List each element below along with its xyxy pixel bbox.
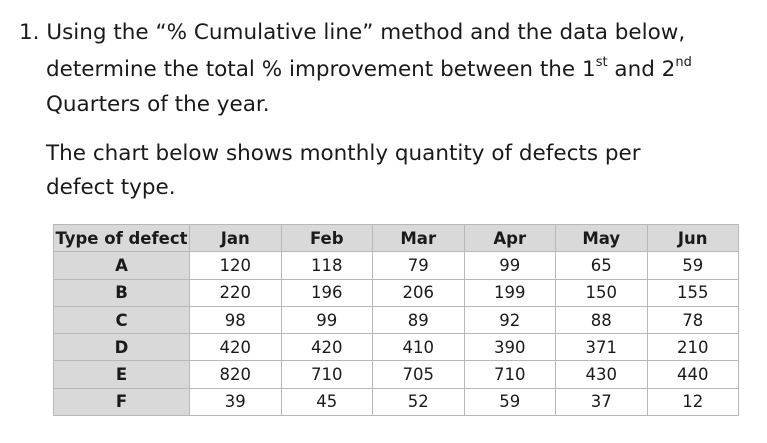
- question-line-4: The chart below shows monthly quantity o…: [46, 141, 641, 166]
- table-cell: 79: [372, 251, 465, 280]
- question-line-2-middle: and 2: [607, 57, 676, 82]
- row-type-label: D: [53, 333, 190, 362]
- row-type-label: F: [53, 387, 190, 417]
- table-cell: 59: [646, 251, 739, 280]
- table-cell: 210: [646, 333, 739, 362]
- table-cell: 430: [555, 360, 648, 389]
- table-row: A 120 118 79 99 65 59: [53, 251, 739, 280]
- table-row: B 220 196 206 199 150 155: [53, 278, 739, 307]
- table-cell: 371: [555, 333, 648, 362]
- table-cell: 88: [555, 305, 648, 335]
- header-mar: Mar: [372, 223, 465, 253]
- table-cell: 710: [280, 360, 373, 389]
- defects-table: Type of defect Jan Feb Mar Apr May Jun A…: [53, 223, 739, 417]
- table-cell: 78: [646, 305, 739, 335]
- table-cell: 99: [463, 251, 556, 280]
- header-jan: Jan: [189, 223, 282, 253]
- row-type-label: E: [53, 360, 190, 389]
- table-cell: 150: [555, 278, 648, 307]
- header-may: May: [555, 223, 648, 253]
- table-cell: 710: [463, 360, 556, 389]
- header-type-of-defect: Type of defect: [53, 223, 190, 253]
- table-cell: 65: [555, 251, 648, 280]
- table-row: F 39 45 52 59 37 12: [53, 387, 739, 417]
- header-apr: Apr: [463, 223, 556, 253]
- table-cell: 220: [189, 278, 282, 307]
- table-cell: 12: [646, 387, 739, 417]
- table-cell: 440: [646, 360, 739, 389]
- ordinal-suffix-first: st: [595, 54, 608, 70]
- table-cell: 89: [372, 305, 465, 335]
- table-cell: 196: [280, 278, 373, 307]
- table-cell: 820: [189, 360, 282, 389]
- row-type-label: B: [53, 278, 190, 307]
- table-row: E 820 710 705 710 430 440: [53, 360, 739, 389]
- table-cell: 410: [372, 333, 465, 362]
- question-line-2-start: determine the total % improvement betwee…: [46, 57, 596, 82]
- question-line-2: determine the total % improvement betwee…: [46, 56, 692, 84]
- table-cell: 118: [280, 251, 373, 280]
- table-cell: 420: [189, 333, 282, 362]
- table-cell: 705: [372, 360, 465, 389]
- question-line-5: defect type.: [46, 175, 176, 200]
- table-cell: 92: [463, 305, 556, 335]
- row-type-label: C: [53, 305, 190, 335]
- header-feb: Feb: [280, 223, 373, 253]
- question-line-1: 1. Using the “% Cumulative line” method …: [19, 20, 686, 45]
- table-cell: 59: [463, 387, 556, 417]
- header-jun: Jun: [646, 223, 739, 253]
- table-cell: 155: [646, 278, 739, 307]
- table-cell: 99: [280, 305, 373, 335]
- row-type-label: A: [53, 251, 190, 280]
- table-row: C 98 99 89 92 88 78: [53, 305, 739, 335]
- question-line-3: Quarters of the year.: [46, 92, 270, 117]
- table-cell: 199: [463, 278, 556, 307]
- table-cell: 37: [555, 387, 648, 417]
- table-header-row: Type of defect Jan Feb Mar Apr May Jun: [53, 223, 739, 253]
- table-cell: 45: [280, 387, 373, 417]
- table-cell: 420: [280, 333, 373, 362]
- table-cell: 390: [463, 333, 556, 362]
- table-cell: 98: [189, 305, 282, 335]
- ordinal-suffix-second: nd: [675, 54, 692, 70]
- table-cell: 120: [189, 251, 282, 280]
- table-cell: 206: [372, 278, 465, 307]
- table-row: D 420 420 410 390 371 210: [53, 333, 739, 362]
- table-cell: 39: [189, 387, 282, 417]
- table-cell: 52: [372, 387, 465, 417]
